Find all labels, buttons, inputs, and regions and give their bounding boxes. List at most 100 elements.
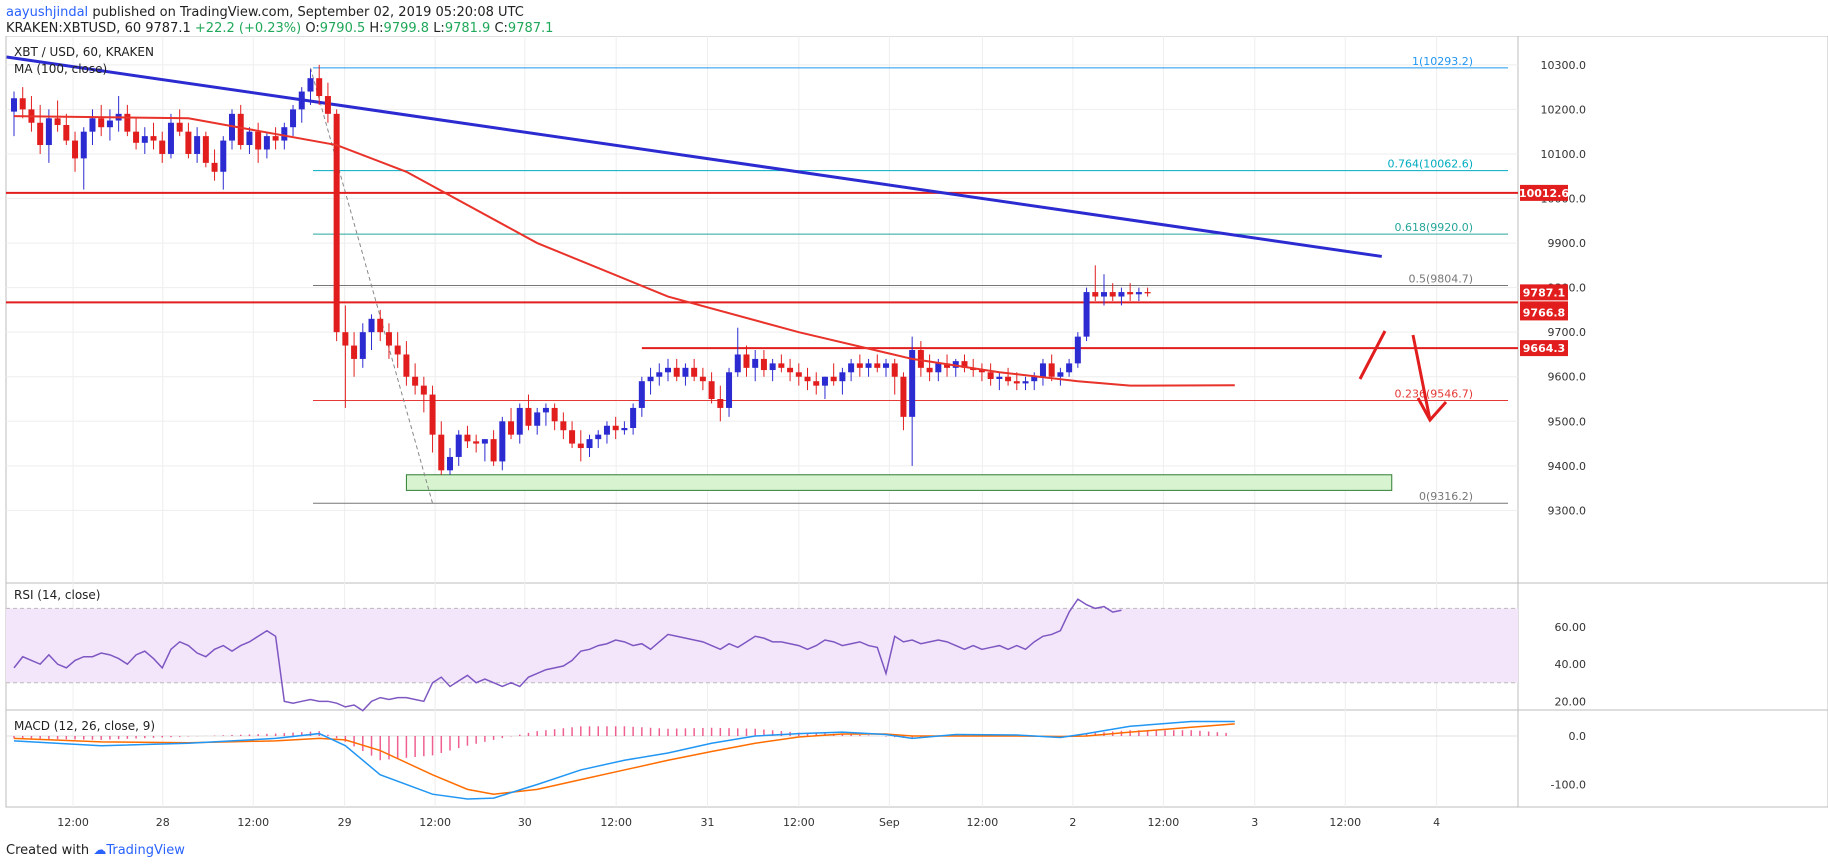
candle bbox=[856, 354, 863, 377]
candle bbox=[359, 323, 366, 368]
candle-body bbox=[1013, 381, 1020, 384]
candle-body bbox=[1109, 292, 1116, 297]
candle-body bbox=[961, 361, 968, 368]
tradingview-logo-icon: ☁ bbox=[93, 843, 107, 858]
candle-body bbox=[839, 372, 846, 382]
candle-body bbox=[804, 376, 811, 382]
candle bbox=[900, 372, 907, 431]
candle-body bbox=[891, 363, 898, 377]
candle-body bbox=[682, 367, 689, 377]
price-change: +22.2 (+0.23%) bbox=[194, 21, 302, 36]
x-tick-label: 31 bbox=[701, 816, 715, 829]
candle bbox=[917, 341, 924, 377]
candle bbox=[98, 104, 105, 137]
candle bbox=[699, 367, 706, 391]
candle-body bbox=[699, 376, 706, 382]
created-with-text: Created with bbox=[6, 843, 90, 858]
candle-body bbox=[420, 385, 427, 395]
rsi-legend: RSI (14, close) bbox=[14, 588, 100, 602]
candle bbox=[385, 323, 392, 359]
forecast-arrowhead bbox=[1416, 397, 1448, 423]
macd-legend: MACD (12, 26, close, 9) bbox=[14, 719, 155, 733]
candle-body bbox=[324, 96, 331, 114]
candle-body bbox=[19, 98, 26, 110]
candle bbox=[961, 354, 968, 373]
candle bbox=[865, 358, 872, 377]
candle bbox=[1048, 354, 1055, 382]
candle-body bbox=[1144, 292, 1151, 294]
candle-body bbox=[1127, 292, 1134, 295]
candle bbox=[473, 434, 480, 453]
candle-body bbox=[1031, 376, 1038, 382]
price-badge: 9787.1 bbox=[1523, 286, 1565, 299]
rsi-tick-label: 20.00 bbox=[1555, 695, 1587, 708]
macd-tick-label: -100.0 bbox=[1551, 779, 1586, 792]
forecast-down-arrow bbox=[1411, 334, 1432, 421]
candle-body bbox=[11, 98, 17, 112]
candle bbox=[89, 109, 96, 146]
candle-body bbox=[569, 430, 576, 444]
candle bbox=[987, 363, 994, 386]
candle-body bbox=[586, 439, 593, 449]
trend-line bbox=[6, 55, 1382, 258]
x-tick-label: 12:00 bbox=[237, 816, 269, 829]
candle bbox=[1101, 274, 1107, 306]
candle-body bbox=[106, 120, 113, 128]
ma-legend: MA (100, close) bbox=[14, 62, 107, 76]
low-label: L: bbox=[433, 21, 445, 36]
candle bbox=[621, 421, 628, 435]
candle bbox=[734, 327, 741, 377]
candle-body bbox=[560, 421, 567, 431]
publish-text: published on TradingView.com, September … bbox=[92, 5, 524, 20]
candle-body bbox=[630, 407, 637, 428]
candle bbox=[551, 403, 558, 431]
candle-body bbox=[438, 434, 445, 471]
candle bbox=[577, 430, 584, 462]
candle-body bbox=[89, 118, 96, 132]
candle bbox=[726, 367, 733, 417]
candle bbox=[647, 367, 654, 395]
candle-body bbox=[595, 434, 602, 440]
candle-body bbox=[211, 162, 218, 172]
candle bbox=[194, 127, 201, 163]
x-tick-label: Sep bbox=[879, 816, 900, 829]
candle bbox=[952, 358, 959, 377]
candle bbox=[638, 376, 645, 417]
author-link[interactable]: aayushjindal bbox=[6, 5, 89, 20]
candle bbox=[839, 367, 846, 395]
candle-body bbox=[926, 367, 933, 373]
candle bbox=[682, 363, 689, 386]
candle bbox=[717, 385, 724, 422]
candle bbox=[429, 385, 436, 453]
x-tick-label: 12:00 bbox=[419, 816, 451, 829]
price-chart[interactable]: 12:00 28 12:00 29 12:00 30 12:00 31 12:00 Sep 12:0… bbox=[0, 36, 1828, 844]
candle-body bbox=[394, 345, 401, 355]
candle bbox=[883, 358, 889, 377]
candle bbox=[290, 104, 297, 137]
candle-body bbox=[551, 407, 558, 422]
candle-body bbox=[272, 136, 279, 141]
candle bbox=[150, 122, 157, 150]
fib-label: 0(9316.2) bbox=[1419, 490, 1473, 503]
candle-body bbox=[787, 367, 794, 373]
x-tick-label: 4 bbox=[1433, 816, 1440, 829]
candle-body bbox=[1022, 381, 1029, 384]
tradingview-link[interactable]: TradingView bbox=[106, 843, 185, 858]
candle bbox=[351, 332, 358, 377]
candle-body bbox=[944, 363, 951, 368]
y-tick-label: 10100.0 bbox=[1541, 148, 1587, 161]
candle-body bbox=[647, 376, 654, 382]
candle bbox=[420, 376, 427, 413]
candle bbox=[630, 403, 637, 435]
candle-body bbox=[830, 376, 837, 382]
fib-label: 0.5(9804.7) bbox=[1408, 273, 1473, 286]
candle-body bbox=[752, 358, 759, 368]
candle bbox=[124, 104, 131, 137]
publish-info: aayushjindal published on TradingView.co… bbox=[6, 5, 524, 20]
candle-body bbox=[333, 113, 340, 333]
candle bbox=[307, 69, 314, 105]
close-value: 9787.1 bbox=[507, 21, 554, 36]
candle bbox=[534, 407, 541, 435]
candle bbox=[490, 430, 497, 466]
candle bbox=[996, 372, 1003, 391]
